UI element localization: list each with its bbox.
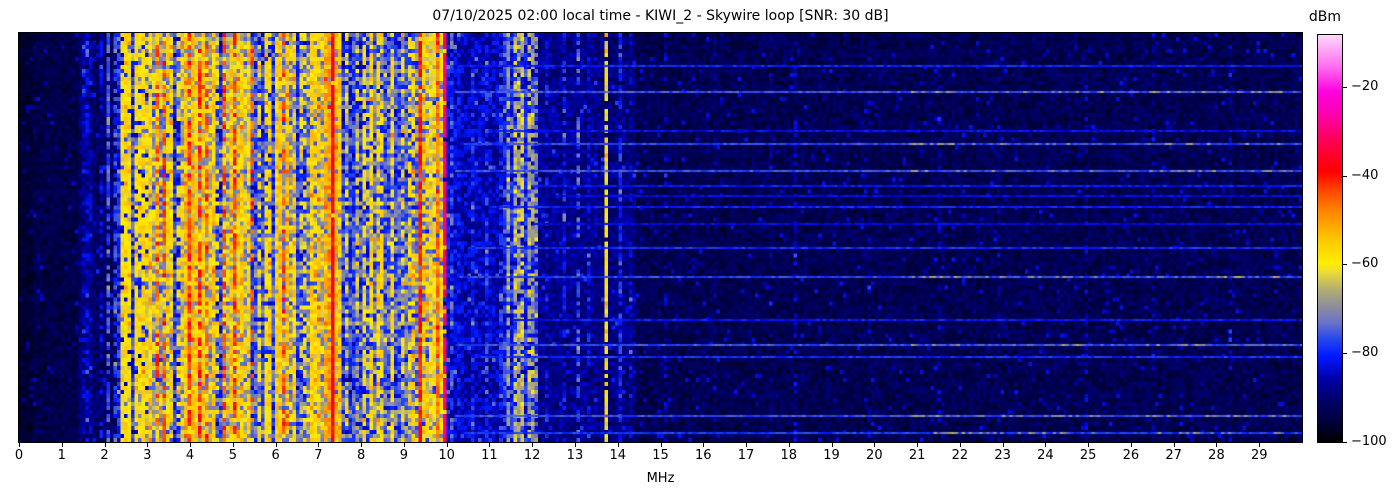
x-tick-label: 29: [1250, 448, 1268, 463]
x-tick-label: 1: [57, 448, 66, 463]
x-tick-label: 14: [609, 448, 626, 463]
x-tick-label: 25: [1079, 448, 1097, 463]
x-tick-mark: [147, 443, 149, 447]
x-tick-mark: [959, 443, 961, 447]
x-tick-label: 17: [737, 448, 755, 463]
x-tick-label: 24: [1037, 448, 1054, 463]
x-tick-label: 12: [523, 448, 541, 463]
x-axis-label: MHz: [646, 471, 675, 486]
x-tick-mark: [874, 443, 876, 447]
x-tick-label: 26: [1122, 448, 1140, 463]
colorbar-tick-label: −100: [1351, 434, 1387, 449]
x-tick-label: 3: [143, 448, 152, 463]
colorbar-tick-label: −20: [1351, 78, 1379, 94]
colorbar-title: dBm: [1308, 9, 1342, 25]
x-tick-label: 0: [14, 448, 24, 463]
chart-title: 07/10/2025 02:00 local time - KIWI_2 - S…: [432, 8, 889, 24]
x-tick-label: 13: [566, 448, 584, 463]
x-tick-label: 23: [994, 448, 1011, 463]
x-tick-label: 2: [100, 448, 109, 463]
x-tick-label: 11: [481, 448, 498, 463]
x-tick-label: 10: [438, 448, 455, 463]
x-tick-mark: [1088, 443, 1090, 447]
waterfall-canvas[interactable]: [19, 33, 1302, 442]
colorbar-tick-mark: [1343, 175, 1347, 177]
x-tick-label: 5: [228, 448, 237, 463]
colorbar-tick-label: −40: [1351, 167, 1379, 183]
x-tick-mark: [788, 443, 790, 447]
x-tick-mark: [19, 443, 20, 447]
colorbar-tick-mark: [1343, 264, 1347, 266]
colorbar-tick-label: −60: [1351, 256, 1379, 272]
x-tick-mark: [232, 443, 234, 447]
spectrogram-plot: [18, 32, 1303, 443]
colorbar-tick-mark: [1343, 86, 1347, 88]
x-tick-label: 28: [1208, 448, 1225, 463]
colorbar-tick-mark: [1343, 353, 1347, 355]
x-tick-mark: [574, 443, 576, 447]
colorbar-tick-mark: [1343, 442, 1347, 443]
colorbar-tick-label: −80: [1351, 345, 1379, 361]
x-tick-mark: [318, 443, 320, 447]
x-tick-mark: [532, 443, 534, 447]
x-tick-mark: [703, 443, 705, 447]
x-tick-mark: [61, 443, 63, 447]
x-tick-label: 18: [780, 448, 798, 463]
x-tick-mark: [617, 443, 619, 447]
x-tick-mark: [1259, 443, 1261, 447]
x-tick-mark: [403, 443, 405, 447]
x-tick-mark: [104, 443, 106, 447]
x-tick-label: 8: [356, 448, 366, 463]
x-tick-mark: [446, 443, 448, 447]
x-tick-label: 6: [271, 448, 280, 463]
x-tick-mark: [1216, 443, 1218, 447]
x-tick-label: 9: [399, 448, 409, 463]
x-tick-mark: [1045, 443, 1047, 447]
x-tick-label: 16: [694, 448, 712, 463]
x-tick-label: 20: [866, 448, 883, 463]
x-tick-mark: [489, 443, 491, 447]
x-tick-mark: [190, 443, 192, 447]
x-tick-label: 21: [908, 448, 926, 463]
x-tick-mark: [1002, 443, 1004, 447]
x-tick-mark: [746, 443, 748, 447]
x-tick-label: 7: [314, 448, 323, 463]
x-tick-mark: [1173, 443, 1175, 447]
x-tick-mark: [1130, 443, 1132, 447]
colorbar: [1317, 34, 1343, 443]
x-tick-label: 15: [652, 448, 669, 463]
x-tick-mark: [917, 443, 919, 447]
x-tick-label: 19: [823, 448, 840, 463]
x-tick-label: 4: [185, 448, 195, 463]
x-tick-mark: [831, 443, 833, 447]
x-tick-label: 22: [951, 448, 969, 463]
x-tick-mark: [275, 443, 277, 447]
x-tick-label: 27: [1165, 448, 1182, 463]
x-tick-mark: [361, 443, 363, 447]
x-tick-mark: [660, 443, 662, 447]
